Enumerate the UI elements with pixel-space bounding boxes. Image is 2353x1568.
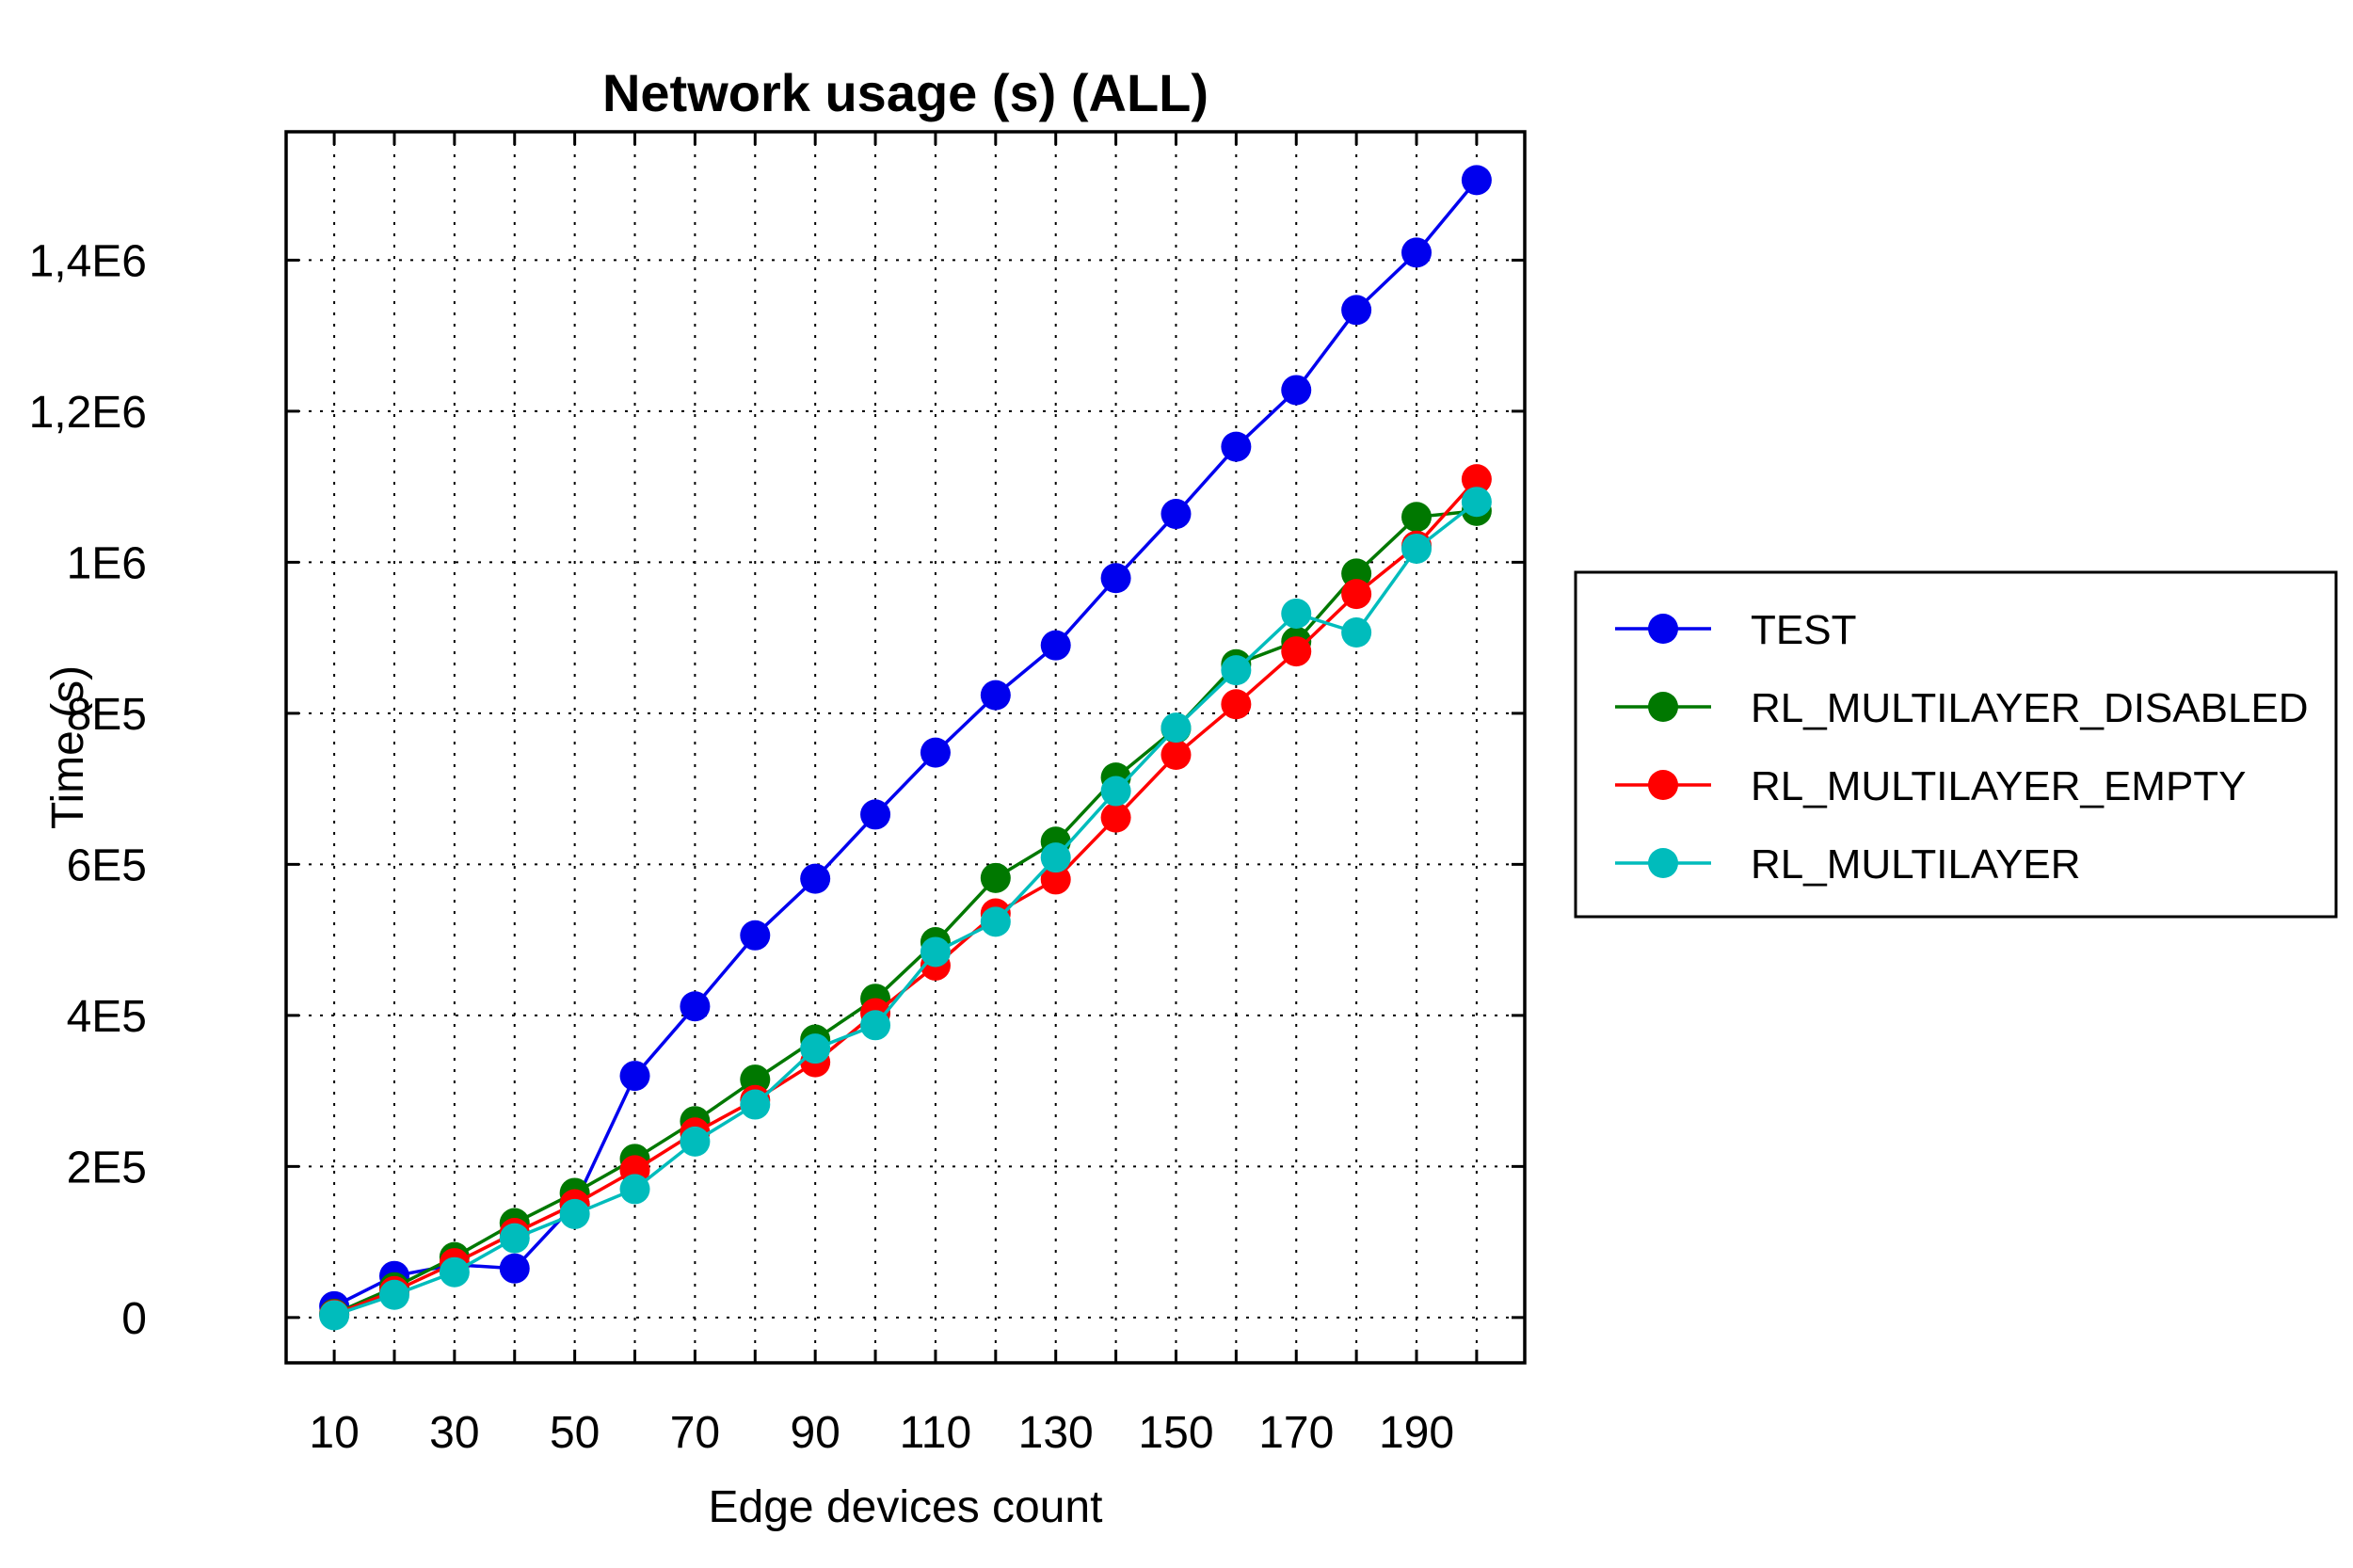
- data-point: [800, 863, 831, 894]
- data-point: [1341, 617, 1372, 648]
- legend: TEST RL_MULTILAYER_DISABLED RL_MULTILAYER_…: [1574, 570, 2338, 919]
- y-tick-label: 2E5: [67, 1143, 147, 1192]
- data-point: [1281, 598, 1312, 629]
- legend-entry: RL_MULTILAYER: [1615, 841, 2080, 888]
- data-point: [740, 1089, 771, 1120]
- data-point: [1281, 636, 1312, 667]
- grid: [286, 132, 1525, 1363]
- data-point: [800, 1033, 831, 1064]
- series-rl-multilayer: [319, 487, 1492, 1331]
- x-tick-label: 190: [1379, 1408, 1454, 1458]
- data-point: [499, 1223, 530, 1254]
- data-point: [499, 1253, 530, 1284]
- data-point: [980, 862, 1011, 893]
- data-point: [920, 737, 951, 768]
- data-point: [1100, 563, 1131, 594]
- plot-frame: [284, 130, 1527, 1365]
- y-tick-label: 0: [121, 1294, 147, 1344]
- legend-label: TEST: [1751, 607, 1856, 653]
- data-point: [1401, 502, 1433, 533]
- data-point: [1461, 165, 1492, 196]
- data-point: [980, 680, 1011, 711]
- x-tick-label: 70: [670, 1408, 720, 1458]
- legend-swatch-marker: [1648, 614, 1678, 644]
- data-point: [378, 1279, 409, 1310]
- legend-label: RL_MULTILAYER_DISABLED: [1751, 685, 2309, 731]
- data-point: [1040, 864, 1071, 895]
- data-point: [1401, 237, 1433, 268]
- y-tick-label: 1E6: [67, 538, 147, 588]
- legend-swatch-marker: [1648, 770, 1678, 800]
- x-tick-label: 170: [1258, 1408, 1334, 1458]
- x-tick-label: 10: [309, 1408, 359, 1458]
- y-tick-label: 1,4E6: [29, 236, 147, 286]
- data-point: [920, 936, 951, 968]
- y-tick-label: 6E5: [67, 840, 147, 890]
- legend-swatch-marker: [1648, 692, 1678, 722]
- data-point: [1341, 579, 1372, 610]
- data-point: [319, 1300, 350, 1331]
- data-point: [1160, 712, 1192, 744]
- chart-title: Network usage (s) (ALL): [602, 63, 1209, 122]
- data-point: [559, 1198, 590, 1229]
- data-point: [1221, 655, 1252, 686]
- x-axis-label: Edge devices count: [709, 1482, 1103, 1532]
- data-point: [1401, 533, 1433, 564]
- data-point: [860, 1010, 891, 1041]
- tick-labels: 0 2E5 4E5 6E5 8E5 1E6 1,2E6 1,4E6 10 30 50 70 90 110 1…: [29, 236, 1454, 1458]
- y-tick-label: 1,2E6: [29, 388, 147, 438]
- data-point: [619, 1061, 650, 1092]
- data-point: [680, 1126, 711, 1157]
- x-tick-label: 130: [1018, 1408, 1094, 1458]
- legend-label: RL_MULTILAYER: [1751, 841, 2080, 888]
- x-tick-label: 110: [900, 1408, 972, 1458]
- legend-entries: TEST RL_MULTILAYER_DISABLED RL_MULTILAYER_…: [1615, 607, 2309, 888]
- data-point: [1100, 802, 1131, 833]
- x-tick-label: 30: [429, 1408, 479, 1458]
- data-point: [1040, 630, 1071, 661]
- data-point: [1100, 776, 1131, 807]
- data-point: [1461, 464, 1492, 495]
- data-point: [1160, 740, 1192, 771]
- legend-entry: TEST: [1615, 607, 1856, 653]
- legend-label: RL_MULTILAYER_EMPTY: [1751, 763, 2247, 809]
- legend-swatch-marker: [1648, 848, 1678, 878]
- data-point: [1040, 842, 1071, 873]
- data-point: [1341, 295, 1372, 326]
- x-tick-label: 150: [1138, 1408, 1213, 1458]
- legend-entry: RL_MULTILAYER_DISABLED: [1615, 685, 2309, 731]
- data-point: [1221, 689, 1252, 720]
- tick-marks: [286, 132, 1525, 1363]
- data-point: [1221, 431, 1252, 462]
- y-tick-label: 8E5: [67, 690, 147, 740]
- data-point: [680, 991, 711, 1022]
- data-point: [1461, 487, 1492, 518]
- y-tick-label: 4E5: [67, 992, 147, 1042]
- y-axis-label: Time (s): [43, 665, 93, 829]
- data-point: [1281, 375, 1312, 406]
- data-point: [619, 1174, 650, 1205]
- data-point: [860, 799, 891, 830]
- legend-entry: RL_MULTILAYER_EMPTY: [1615, 763, 2247, 809]
- data-point: [740, 920, 771, 951]
- data-point: [439, 1256, 470, 1288]
- series-group: [319, 165, 1492, 1331]
- data-point: [980, 906, 1011, 937]
- x-tick-label: 50: [550, 1408, 600, 1458]
- x-tick-label: 90: [790, 1408, 840, 1458]
- data-point: [1160, 499, 1192, 530]
